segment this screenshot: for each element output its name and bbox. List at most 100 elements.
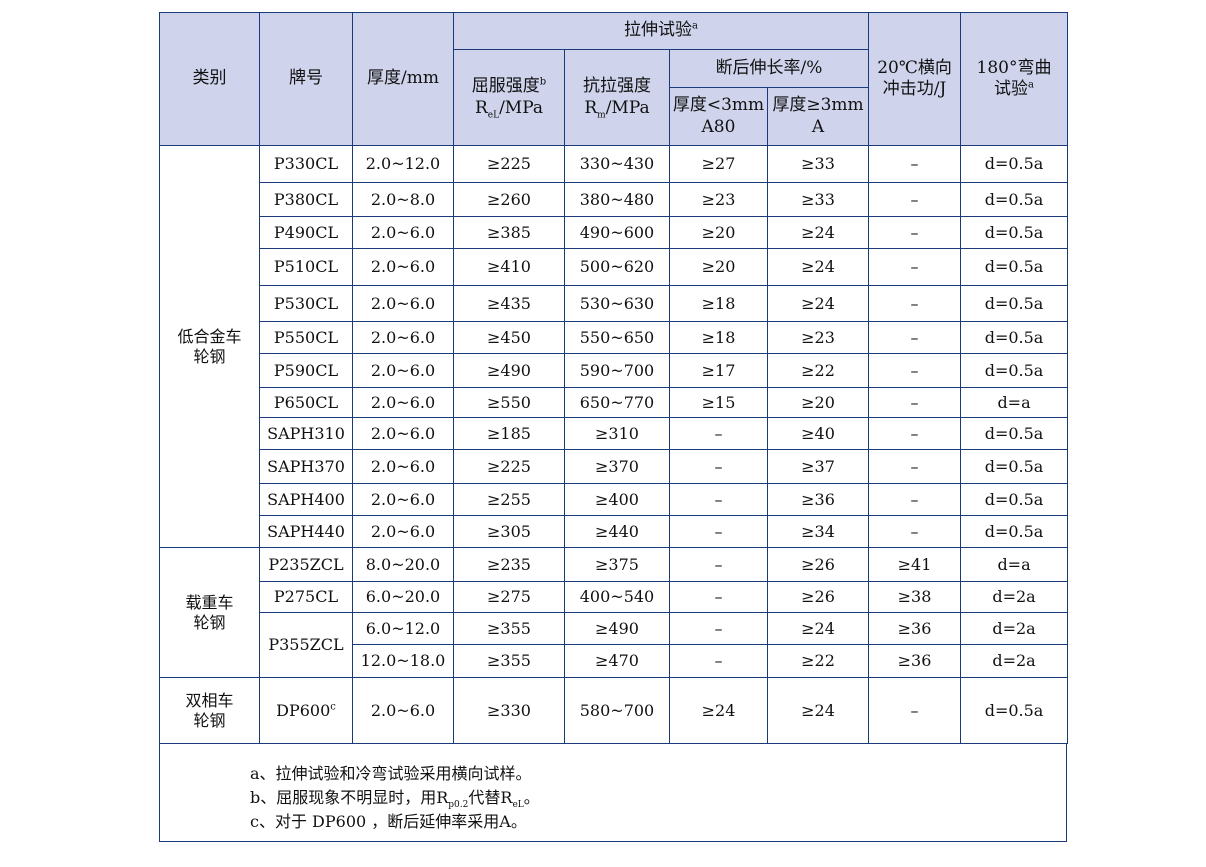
- table-row: 低合金车 轮钢 P330CL 2.0~12.0 ≥225 330~430 ≥27 ≥33– d=…: [159, 145, 1069, 548]
- table-row: SAPH370 2.0~6.0 ≥225 ≥370– ≥37– d=0.5a: [160, 449, 1069, 484]
- cell-elong-a80: ≥27: [669, 145, 768, 183]
- table-row: P530CL 2.0~6.0 ≥435 530~630 ≥18 ≥24– d=0.5a: [160, 285, 1069, 322]
- cell-yield: ≥550: [453, 387, 565, 418]
- cell-grade: P275CL: [259, 581, 353, 613]
- footnote-a: a、拉伸试验和冷弯试验采用横向试样。: [250, 764, 532, 783]
- header-elongation-a80: 厚度<3mm A80: [669, 87, 768, 146]
- cell-yield: ≥305: [453, 515, 565, 548]
- cell-grade: SAPH370: [259, 449, 353, 484]
- cell-elong-a: ≥24: [766, 285, 870, 322]
- cell-yield: ≥355: [453, 644, 565, 678]
- cell-bend: d=0.5a: [960, 321, 1069, 354]
- table-row: 载重车 轮钢 P235ZCL 8.0~20.0 ≥235 ≥375– ≥26 ≥41 d=a: [159, 547, 1069, 678]
- cell-bend: d=0.5a: [960, 449, 1069, 484]
- cell-elong-a80: ≥20: [669, 216, 768, 249]
- cell-grade: P550CL: [259, 321, 353, 354]
- cell-elong-a80: –: [669, 644, 768, 678]
- cell-impact: –: [868, 285, 962, 322]
- cell-thickness: 2.0~8.0: [352, 182, 454, 217]
- cell-thickness: 2.0~6.0: [352, 417, 454, 450]
- table-row: P355ZCL 6.0~12.0 ≥355 ≥490– ≥24 ≥36 d=2a: [160, 612, 1069, 678]
- cell-impact: –: [868, 417, 962, 450]
- cell-elong-a80: ≥18: [669, 285, 768, 322]
- cell-tensile: ≥440: [564, 515, 670, 548]
- cell-thickness: 12.0~18.0: [352, 644, 454, 678]
- cell-bend: d=0.5a: [960, 515, 1069, 548]
- cell-impact: –: [868, 387, 962, 418]
- cell-bend: d=0.5a: [960, 145, 1069, 183]
- cell-impact: –: [868, 216, 962, 249]
- cell-grade: DP600c: [259, 677, 353, 744]
- cell-elong-a: ≥24: [766, 248, 870, 286]
- cell-bend: d=0.5a: [960, 216, 1069, 249]
- cell-grade: P380CL: [259, 182, 353, 217]
- footnote-c: c、对于 DP600 ，断后延伸率采用A。: [250, 812, 527, 831]
- cell-grade: P355ZCL: [259, 612, 353, 678]
- cell-impact: ≥38: [868, 581, 962, 613]
- cell-tensile: 500~620: [564, 248, 670, 286]
- cell-tensile: ≥490: [564, 612, 670, 645]
- table-row: P490CL 2.0~6.0 ≥385 490~600 ≥20 ≥24– d=0.5a: [160, 216, 1069, 249]
- group-heavy-truck: 载重车 轮钢: [159, 547, 260, 678]
- cell-thickness: 2.0~6.0: [352, 353, 454, 388]
- cell-elong-a80: –: [669, 417, 768, 450]
- cell-yield: ≥355: [453, 612, 565, 645]
- cell-bend: d=2a: [960, 612, 1069, 645]
- footnote-b: b、屈服现象不明显时，用Rp0.2代替ReL。: [250, 788, 540, 811]
- cell-impact: –: [868, 449, 962, 484]
- cell-yield: ≥255: [453, 483, 565, 516]
- cell-grade: P650CL: [259, 387, 353, 418]
- cell-bend: d=0.5a: [960, 417, 1069, 450]
- cell-tensile: 590~700: [564, 353, 670, 388]
- header-tensile-strength: 抗拉强度 Rm/MPa: [564, 49, 670, 146]
- cell-tensile: 330~430: [564, 145, 670, 183]
- cell-yield: ≥275: [453, 581, 565, 613]
- header-tensile-test: 拉伸试验a: [452, 12, 870, 50]
- cell-bend: d=a: [960, 547, 1069, 582]
- cell-elong-a: ≥22: [766, 353, 870, 388]
- cell-grade: P235ZCL: [259, 547, 353, 582]
- cell-impact: –: [868, 353, 962, 388]
- cell-elong-a: ≥20: [766, 387, 870, 418]
- table-row: P380CL 2.0~8.0 ≥260 380~480 ≥23 ≥33– d=0.5a: [160, 182, 1069, 217]
- table-row: SAPH440 2.0~6.0 ≥305 ≥440– ≥34– d=0.5a: [160, 515, 1069, 548]
- table-row: 双相车 轮钢 DP600c 2.0~6.0 ≥330 580~700 ≥24 ≥24– d=0.…: [159, 677, 1069, 744]
- cell-tensile: ≥370: [564, 449, 670, 484]
- cell-elong-a80: –: [669, 581, 768, 613]
- cell-grade: P510CL: [259, 248, 353, 286]
- cell-elong-a: ≥33: [766, 145, 870, 183]
- cell-tensile: ≥375: [564, 547, 670, 582]
- cell-impact: –: [868, 145, 962, 183]
- cell-elong-a: ≥24: [766, 612, 870, 645]
- table-row: SAPH400 2.0~6.0 ≥255 ≥400– ≥36– d=0.5a: [160, 483, 1069, 516]
- cell-bend: d=0.5a: [960, 677, 1069, 744]
- cell-elong-a: ≥40: [766, 417, 870, 450]
- cell-impact: –: [868, 182, 962, 217]
- header-elongation: 断后伸长率/%: [668, 49, 870, 88]
- cell-elong-a80: –: [669, 449, 768, 484]
- cell-elong-a80: ≥18: [669, 321, 768, 354]
- cell-elong-a80: ≥20: [669, 248, 768, 286]
- cell-tensile: 400~540: [564, 581, 670, 613]
- header-elongation-a: 厚度≥3mm A: [766, 87, 870, 146]
- cell-elong-a: ≥36: [766, 483, 870, 516]
- cell-grade: SAPH400: [259, 483, 353, 516]
- table-row: P650CL 2.0~6.0 ≥550 650~770 ≥15 ≥20– d=a: [160, 387, 1069, 418]
- cell-elong-a80: ≥23: [669, 182, 768, 217]
- cell-tensile: 650~770: [564, 387, 670, 418]
- cell-grade: P490CL: [259, 216, 353, 249]
- cell-tensile: 550~650: [564, 321, 670, 354]
- cell-grade: P530CL: [259, 285, 353, 322]
- cell-elong-a: ≥26: [766, 547, 870, 582]
- cell-tensile: 490~600: [564, 216, 670, 249]
- group-low-alloy: 低合金车 轮钢: [159, 145, 260, 548]
- cell-elong-a80: –: [669, 547, 768, 582]
- cell-thickness: 2.0~6.0: [352, 321, 454, 354]
- cell-elong-a: ≥24: [766, 677, 870, 744]
- cell-thickness: 6.0~12.0: [352, 612, 454, 645]
- cell-thickness: 2.0~6.0: [352, 248, 454, 286]
- header-impact: 20℃横向 冲击功/J: [868, 12, 962, 146]
- table-row: P590CL 2.0~6.0 ≥490 590~700 ≥17 ≥22– d=0.5a: [160, 353, 1069, 388]
- cell-thickness: 6.0~20.0: [352, 581, 454, 613]
- header-bend: 180°弯曲 试验a: [960, 12, 1069, 146]
